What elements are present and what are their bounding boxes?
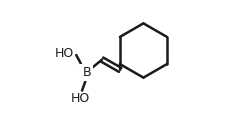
Text: HO: HO [55, 47, 74, 60]
Text: HO: HO [71, 93, 90, 105]
Text: B: B [82, 66, 90, 79]
